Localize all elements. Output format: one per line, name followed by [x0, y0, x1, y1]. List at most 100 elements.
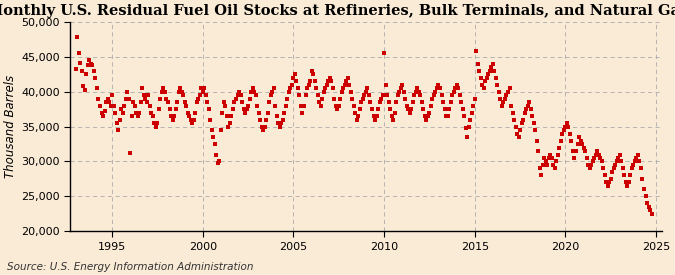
Point: [568, 149, 578, 153]
Point: [191, 100, 202, 104]
Point: [164, 107, 175, 111]
Title: Monthly U.S. Residual Fuel Oil Stocks at Refineries, Bulk Terminals, and Natural: Monthly U.S. Residual Fuel Oil Stocks at…: [0, 4, 675, 18]
Point: [536, 173, 547, 178]
Point: [291, 79, 302, 84]
Point: [237, 100, 248, 104]
Point: [149, 121, 160, 125]
Point: [513, 135, 524, 139]
Point: [595, 156, 605, 160]
Point: [636, 166, 647, 171]
Point: [147, 114, 158, 118]
Point: [475, 76, 486, 80]
Point: [485, 69, 495, 73]
Point: [193, 97, 204, 101]
Point: [171, 100, 182, 104]
Point: [259, 125, 270, 129]
Point: [387, 117, 398, 122]
Point: [493, 90, 504, 94]
Point: [151, 125, 161, 129]
Point: [269, 86, 279, 90]
Point: [140, 97, 151, 101]
Point: [128, 100, 138, 104]
Point: [88, 69, 99, 73]
Point: [419, 114, 430, 118]
Point: [404, 111, 415, 115]
Point: [253, 111, 264, 115]
Point: [518, 117, 529, 122]
Point: [462, 135, 472, 139]
Point: [180, 100, 190, 104]
Point: [226, 114, 237, 118]
Point: [430, 90, 441, 94]
Point: [376, 97, 387, 101]
Point: [270, 103, 281, 108]
Point: [451, 82, 462, 87]
Point: [285, 86, 296, 90]
Point: [304, 79, 315, 84]
Point: [185, 117, 196, 122]
Point: [196, 86, 207, 90]
Point: [574, 135, 585, 139]
Point: [231, 97, 242, 101]
Point: [402, 103, 412, 108]
Point: [542, 163, 553, 167]
Point: [265, 93, 276, 97]
Point: [431, 86, 442, 90]
Point: [190, 111, 200, 115]
Point: [354, 107, 365, 111]
Point: [364, 93, 375, 97]
Point: [184, 114, 194, 118]
Point: [358, 97, 369, 101]
Point: [347, 97, 358, 101]
Point: [250, 93, 261, 97]
Point: [292, 86, 303, 90]
Point: [639, 187, 649, 192]
Point: [599, 173, 610, 178]
Point: [643, 205, 654, 209]
Point: [590, 152, 601, 157]
Point: [227, 107, 238, 111]
Point: [396, 86, 406, 90]
Point: [477, 82, 488, 87]
Point: [409, 93, 420, 97]
Point: [640, 194, 651, 199]
Point: [326, 79, 337, 84]
Point: [170, 107, 181, 111]
Point: [602, 184, 613, 188]
Point: [108, 103, 119, 108]
Point: [377, 93, 388, 97]
Point: [433, 82, 444, 87]
Point: [589, 156, 599, 160]
Y-axis label: Thousand Barrels: Thousand Barrels: [4, 75, 17, 178]
Point: [275, 125, 286, 129]
Point: [348, 103, 359, 108]
Point: [556, 138, 566, 143]
Point: [634, 159, 645, 164]
Point: [303, 82, 314, 87]
Point: [261, 117, 271, 122]
Point: [526, 114, 537, 118]
Point: [465, 117, 476, 122]
Point: [414, 90, 425, 94]
Point: [208, 135, 219, 139]
Point: [578, 145, 589, 150]
Point: [137, 86, 148, 90]
Point: [398, 90, 409, 94]
Point: [333, 103, 344, 108]
Point: [202, 100, 213, 104]
Point: [466, 111, 477, 115]
Point: [342, 76, 353, 80]
Point: [359, 93, 370, 97]
Point: [296, 103, 306, 108]
Point: [74, 51, 84, 56]
Point: [537, 163, 548, 167]
Point: [309, 79, 320, 84]
Point: [562, 121, 572, 125]
Point: [113, 128, 124, 132]
Point: [610, 163, 621, 167]
Point: [373, 107, 383, 111]
Point: [217, 111, 227, 115]
Point: [80, 88, 90, 93]
Point: [489, 69, 500, 73]
Point: [264, 100, 275, 104]
